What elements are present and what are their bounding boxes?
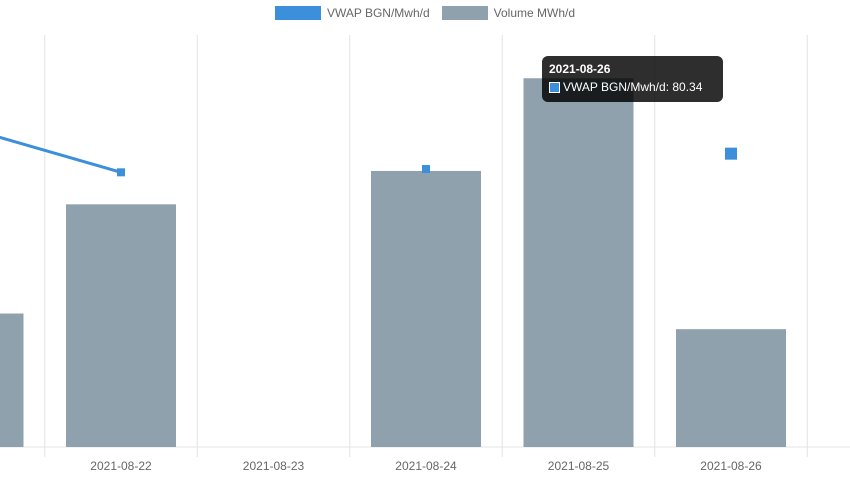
- vwap-line-segment: [0, 135, 122, 174]
- bar-2021-08-26: [676, 329, 786, 447]
- bar-2021-08-22: [66, 204, 176, 447]
- x-tick-label: 2021-08-25: [548, 459, 610, 473]
- bar-2021-08-21: [0, 313, 24, 447]
- legend-swatch-volume: [441, 6, 488, 20]
- legend-label-vwap: VWAP BGN/Mwh/d: [326, 6, 430, 20]
- tooltip-text: VWAP BGN/Mwh/d: 80.34: [563, 80, 703, 94]
- volume-bars: [0, 78, 786, 447]
- legend-item-volume[interactable]: Volume MWh/d: [441, 6, 576, 20]
- bar-2021-08-25: [523, 78, 634, 447]
- x-tick-label: 2021-08-26: [700, 459, 762, 473]
- x-tick-label: 2021-08-22: [90, 459, 152, 473]
- legend-item-vwap[interactable]: VWAP BGN/Mwh/d: [274, 6, 430, 20]
- bar-2021-08-24: [371, 170, 481, 447]
- tooltip-row: VWAP BGN/Mwh/d: 80.34: [549, 80, 716, 94]
- legend-label-volume: Volume MWh/d: [493, 6, 576, 20]
- tooltip-title: 2021-08-26: [549, 62, 611, 76]
- vwap-point-2021-08-24: [422, 165, 430, 174]
- x-axis-ticks: 2021-08-22 2021-08-23 2021-08-24 2021-08-25…: [90, 459, 762, 473]
- chart-legend: VWAP BGN/Mwh/d Volume MWh/d: [0, 6, 850, 20]
- x-tick-label: 2021-08-23: [243, 459, 305, 473]
- vwap-point-2021-08-26: [725, 147, 737, 160]
- x-tick-label: 2021-08-24: [395, 459, 457, 473]
- chart-tooltip: 2021-08-26 VWAP BGN/Mwh/d: 80.34: [542, 56, 723, 102]
- legend-swatch-vwap: [274, 6, 321, 20]
- vwap-point-2021-08-22: [117, 168, 125, 177]
- tooltip-swatch: [549, 81, 560, 93]
- vwap-line-series: [0, 135, 737, 177]
